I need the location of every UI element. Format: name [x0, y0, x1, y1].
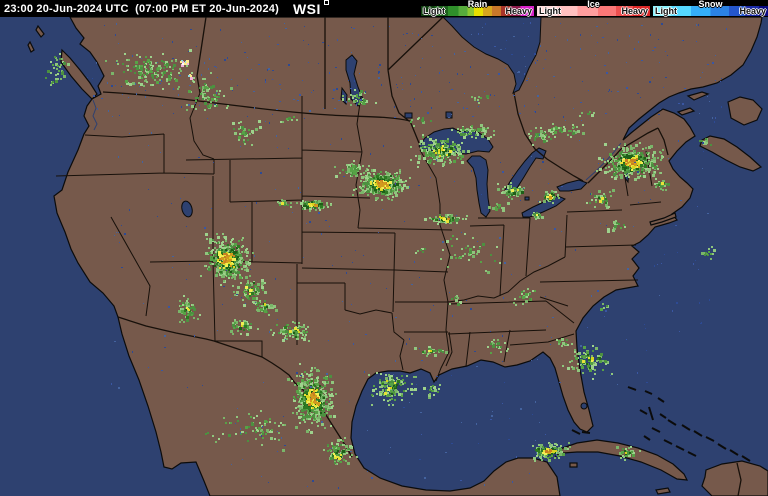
legend-rain-heavy-label: Heavy — [505, 6, 532, 16]
legend-snow-heavy-label: Heavy — [739, 6, 766, 16]
newfoundland — [727, 96, 763, 126]
cuba — [554, 439, 689, 481]
country-borders — [102, 91, 742, 496]
lake-michigan — [466, 155, 491, 218]
wsi-logo: WSI — [293, 0, 329, 17]
legend-ice: Ice Light Heavy — [537, 0, 650, 17]
islands — [27, 24, 768, 496]
legend-snow-light-label: Light — [655, 6, 677, 16]
wsi-logo-mark — [323, 0, 329, 5]
legend-ice-heavy-label: Heavy — [621, 6, 648, 16]
lake-ontario — [556, 179, 588, 192]
legend-ice-title: Ice — [587, 0, 600, 9]
landmass — [53, 16, 763, 496]
puget-sound — [92, 99, 98, 131]
hudson-bay — [441, 16, 542, 94]
legend-rain-light-label: Light — [423, 6, 445, 16]
bahamas-islets — [571, 386, 751, 462]
legend-ice-light-label: Light — [539, 6, 561, 16]
long-island — [649, 212, 677, 226]
state-borders — [55, 92, 662, 382]
timestamp: 23:00 20-Jun-2024 UTC (07:00 PM ET 20-Ju… — [4, 2, 279, 15]
lake-okeechobee — [580, 402, 588, 410]
lake-erie — [521, 195, 566, 218]
header-bar: 23:00 20-Jun-2024 UTC (07:00 PM ET 20-Ju… — [0, 0, 768, 17]
legend-snow: Snow Light Heavy — [653, 0, 768, 17]
legend-snow-bar — [653, 6, 768, 16]
radar-echoes-layer — [45, 22, 727, 489]
legend-rain-bar — [421, 6, 534, 16]
precip-legend: Rain Light Heavy Ice Light Heavy Snow Li… — [421, 0, 768, 17]
province-borders — [196, 16, 584, 182]
legend-rain: Rain Light Heavy — [421, 0, 534, 17]
nova-scotia — [699, 135, 763, 172]
hispaniola — [701, 460, 768, 496]
legend-ice-bar — [537, 6, 650, 16]
great-salt-lake — [181, 200, 193, 218]
legend-snow-title: Snow — [698, 0, 723, 9]
lake-huron — [504, 147, 547, 195]
legend-rain-title: Rain — [467, 0, 488, 9]
